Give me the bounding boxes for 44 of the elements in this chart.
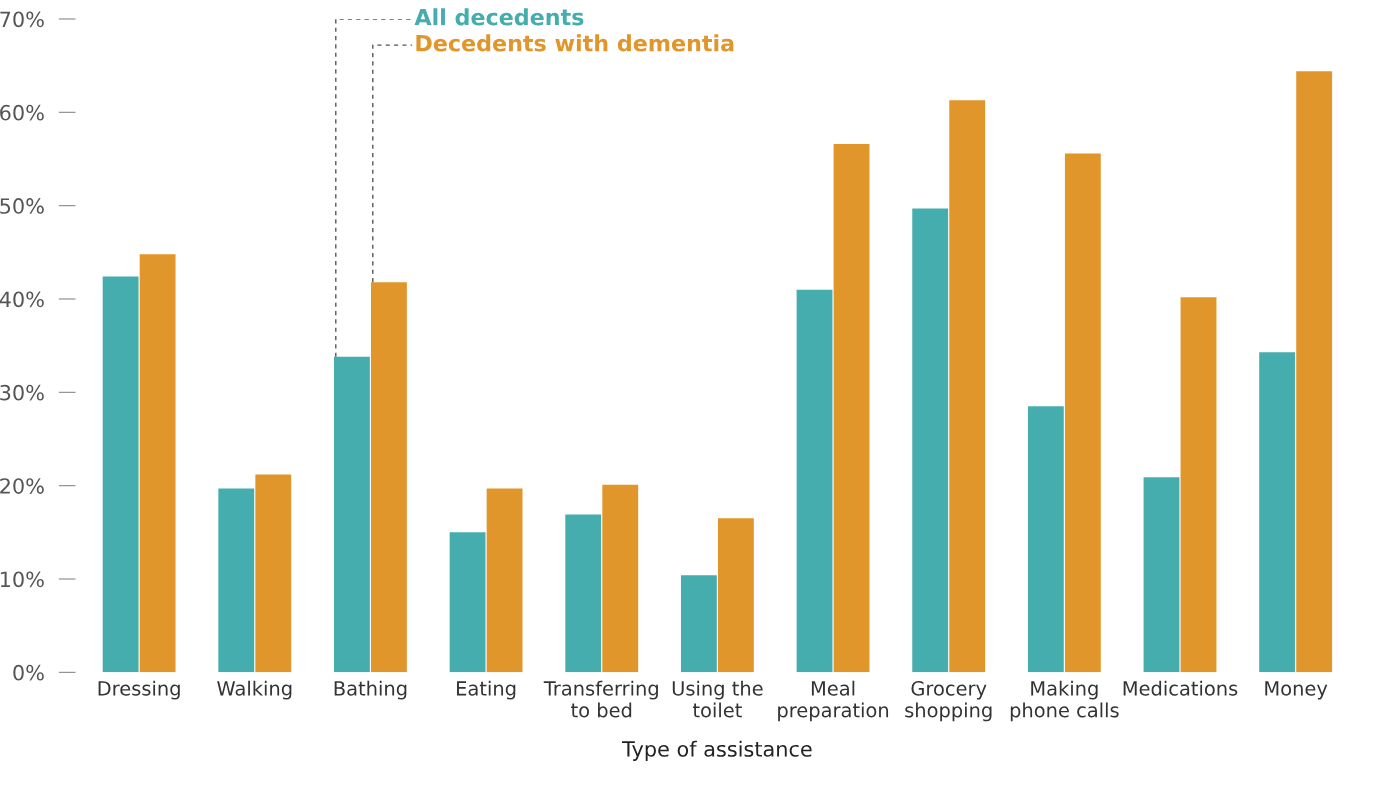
text: All decedents (414, 8, 584, 26)
x-tick-label: Medications (1123, 680, 1238, 696)
bar (218, 488, 255, 673)
y-tick-label: 70% (0, 11, 44, 28)
bar (1296, 71, 1333, 673)
bar (371, 282, 407, 673)
y-tick-label: 40% (0, 291, 44, 308)
x-tick-label: Dressing (98, 680, 180, 700)
bar (1143, 477, 1180, 673)
bar (717, 518, 754, 673)
x-tick-label: Eating (457, 680, 516, 700)
x-tick-label: Meal preparation (778, 680, 889, 722)
bar (102, 276, 139, 673)
text: Decedents with dementia (416, 34, 734, 52)
x-tick-label: Transferring to bed (543, 680, 658, 718)
y-tick-label: 0% (13, 664, 44, 681)
bar (565, 514, 602, 673)
bar (680, 575, 717, 673)
bar (796, 289, 833, 673)
bar (334, 356, 370, 673)
x-tick-label: Money (1265, 681, 1328, 700)
x-axis-title: Type of assistance (621, 740, 812, 761)
bar (833, 144, 870, 673)
x-tick-label: Walking (217, 680, 292, 700)
y-tick-label: 30% (0, 384, 44, 401)
y-tick-label: 10% (0, 571, 44, 588)
x-tick-label: Using the toilet (672, 680, 763, 718)
bar (912, 208, 949, 673)
y-tick-label: 60% (0, 104, 44, 121)
bar (602, 484, 639, 673)
y-tick-label: 50% (0, 198, 44, 214)
x-tick-label: Grocery shopping (905, 681, 992, 722)
bar (486, 488, 523, 673)
bar (139, 254, 176, 673)
bar (449, 532, 486, 673)
bar (1180, 297, 1217, 673)
bar (1259, 352, 1296, 673)
bar (949, 100, 986, 673)
bar (1064, 153, 1101, 673)
x-tick-label: Bathing (334, 680, 407, 700)
bar (1027, 406, 1064, 673)
bar (255, 474, 292, 673)
x-tick-label: Making phone calls (1010, 680, 1119, 722)
y-tick-label: 20% (0, 478, 44, 494)
